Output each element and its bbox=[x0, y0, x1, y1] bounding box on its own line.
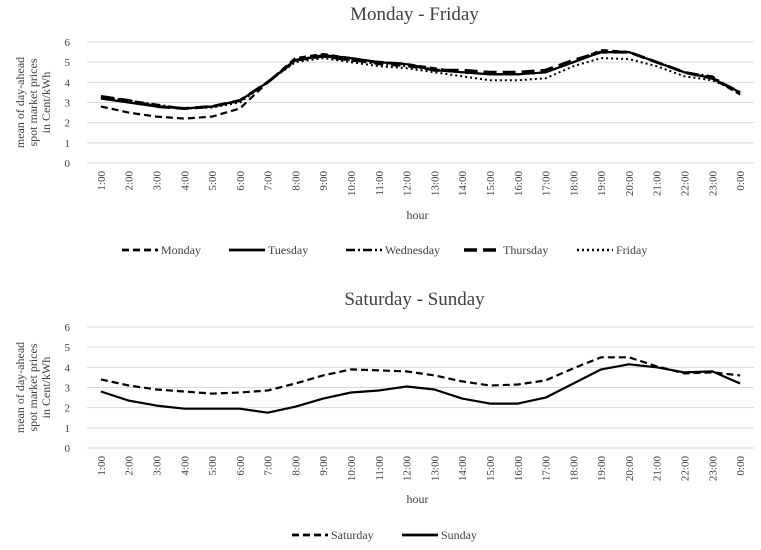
y-tick-label: 1 bbox=[65, 138, 71, 150]
x-tick-label: 8:00 bbox=[290, 456, 302, 476]
x-tick-label: 7:00 bbox=[263, 171, 275, 191]
x-tick-label: 18:00 bbox=[568, 171, 580, 197]
y-axis-title-line: in Cent/kWh bbox=[39, 357, 53, 419]
y-tick-label: 3 bbox=[65, 98, 71, 110]
x-tick-label: 0:00 bbox=[735, 456, 747, 476]
x-tick-label: 13:00 bbox=[429, 456, 441, 482]
x-tick-label: 4:00 bbox=[179, 456, 191, 476]
x-tick-label: 0:00 bbox=[735, 171, 747, 191]
chart-title: Monday - Friday bbox=[350, 4, 479, 25]
x-tick-label: 15:00 bbox=[485, 171, 497, 197]
x-tick-label: 23:00 bbox=[707, 456, 719, 482]
y-tick-label: 5 bbox=[65, 57, 71, 69]
y-tick-label: 4 bbox=[65, 77, 71, 89]
series-line-sunday bbox=[100, 363, 741, 414]
series-line-tuesday bbox=[100, 50, 741, 110]
x-tick-label: 5:00 bbox=[207, 171, 219, 191]
y-tick-label: 1 bbox=[65, 423, 71, 435]
y-tick-label: 2 bbox=[65, 118, 71, 130]
x-tick-label: 10:00 bbox=[346, 171, 358, 197]
x-tick-label: 6:00 bbox=[235, 171, 247, 191]
legend-label-tuesday: Tuesday bbox=[268, 243, 308, 257]
x-tick-label: 10:00 bbox=[346, 456, 358, 482]
legend: Saturday Sunday bbox=[292, 528, 477, 542]
y-axis-title-line: spot market prices bbox=[26, 58, 40, 146]
y-tick-label: 3 bbox=[65, 383, 71, 395]
x-tick-label: 14:00 bbox=[457, 456, 469, 482]
x-tick-label: 5:00 bbox=[207, 456, 219, 476]
y-tick-label: 0 bbox=[65, 158, 71, 170]
x-tick-label: 11:00 bbox=[374, 171, 386, 196]
x-tick-label: 1:00 bbox=[96, 456, 108, 476]
y-tick-label: 6 bbox=[65, 322, 71, 334]
x-tick-label: 13:00 bbox=[429, 171, 441, 197]
series-line-saturday bbox=[100, 356, 741, 395]
chart-1: Monday - Friday 0 1 2 3 4 5 6 mean of day-aheads… bbox=[13, 4, 754, 257]
x-tick-label: 19:00 bbox=[596, 171, 608, 197]
x-tick-label: 11:00 bbox=[374, 456, 386, 481]
x-tick-label: 16:00 bbox=[513, 456, 525, 482]
x-tick-label: 2:00 bbox=[124, 171, 136, 191]
y-tick-label: 4 bbox=[65, 362, 71, 374]
x-tick-label: 9:00 bbox=[318, 171, 330, 191]
x-tick-label: 8:00 bbox=[290, 171, 302, 191]
x-tick-label: 17:00 bbox=[541, 456, 553, 482]
legend-label-thursday: Thursday bbox=[503, 243, 548, 257]
x-axis-title: hour bbox=[407, 492, 429, 506]
y-tick-label: 0 bbox=[65, 443, 71, 455]
x-tick-label: 12:00 bbox=[402, 456, 414, 482]
x-tick-label: 3:00 bbox=[151, 171, 163, 191]
y-axis-title-line: spot market prices bbox=[26, 343, 40, 431]
y-axis-title-line: mean of day-ahead bbox=[13, 57, 27, 148]
x-tick-label: 6:00 bbox=[235, 456, 247, 476]
x-tick-label: 16:00 bbox=[513, 171, 525, 197]
x-tick-label: 12:00 bbox=[402, 171, 414, 197]
x-tick-label: 22:00 bbox=[680, 171, 692, 197]
x-tick-label: 20:00 bbox=[624, 171, 636, 197]
series-line-thursday bbox=[100, 50, 741, 110]
x-tick-label: 7:00 bbox=[263, 456, 275, 476]
x-tick-label: 1:00 bbox=[96, 171, 108, 191]
x-tick-label: 21:00 bbox=[652, 171, 664, 197]
x-tick-label: 2:00 bbox=[124, 456, 136, 476]
x-tick-label: 23:00 bbox=[707, 171, 719, 197]
series-line-wednesday bbox=[100, 51, 741, 110]
y-axis-title: mean of day-aheadspot market pricesin Ce… bbox=[13, 57, 53, 148]
x-axis-title: hour bbox=[407, 208, 429, 222]
y-axis-title-line: mean of day-ahead bbox=[13, 342, 27, 433]
legend-label-monday: Monday bbox=[161, 243, 201, 257]
legend-label-friday: Friday bbox=[616, 243, 647, 257]
legend: Monday Tuesday Wednesday Thursday Friday bbox=[122, 243, 647, 257]
y-axis-title: mean of day-aheadspot market pricesin Ce… bbox=[13, 342, 53, 433]
x-tick-label: 4:00 bbox=[179, 171, 191, 191]
chart-title: Saturday - Sunday bbox=[344, 289, 485, 310]
x-tick-label: 15:00 bbox=[485, 456, 497, 482]
chart-2: Saturday - Sunday 0 1 2 3 4 5 6 mean of day-ahea… bbox=[13, 289, 754, 542]
y-tick-label: 5 bbox=[65, 342, 71, 354]
x-tick-label: 3:00 bbox=[151, 456, 163, 476]
x-tick-label: 21:00 bbox=[652, 456, 664, 482]
legend-label-wednesday: Wednesday bbox=[385, 243, 440, 257]
legend-label-sunday: Sunday bbox=[441, 528, 477, 542]
legend-label-saturday: Saturday bbox=[331, 528, 374, 542]
x-tick-label: 9:00 bbox=[318, 456, 330, 476]
x-tick-label: 17:00 bbox=[541, 171, 553, 197]
y-tick-label: 6 bbox=[65, 37, 71, 49]
y-tick-label: 2 bbox=[65, 403, 71, 415]
y-axis-title-line: in Cent/kWh bbox=[39, 72, 53, 134]
x-tick-label: 22:00 bbox=[680, 456, 692, 482]
x-tick-label: 19:00 bbox=[596, 456, 608, 482]
x-tick-label: 14:00 bbox=[457, 171, 469, 197]
x-tick-label: 20:00 bbox=[624, 456, 636, 482]
x-tick-label: 18:00 bbox=[568, 456, 580, 482]
